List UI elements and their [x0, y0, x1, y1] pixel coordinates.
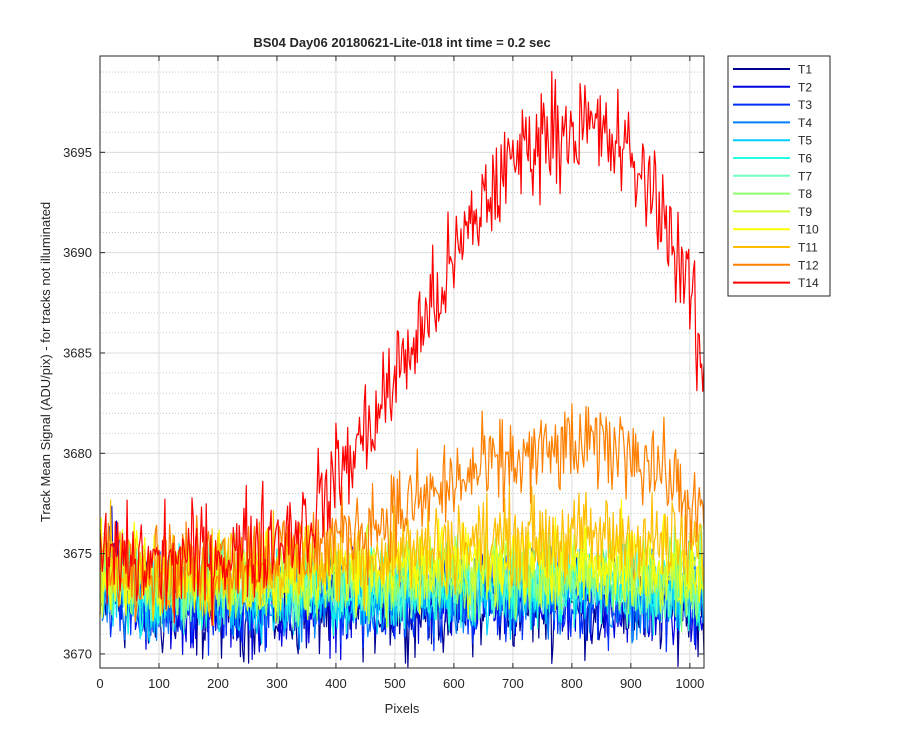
plot-frame [99, 55, 705, 669]
chart-title: BS04 Day06 20180621-Lite-018 int time = … [253, 35, 550, 50]
y-axis-label: Track Mean Signal (ADU/pix) - for tracks… [38, 202, 53, 522]
legend-label: T12 [798, 258, 819, 272]
legend-label: T10 [798, 223, 819, 237]
legend-label: T7 [798, 169, 812, 183]
legend-label: T2 [798, 80, 812, 94]
x-tick-label: 900 [620, 676, 642, 691]
x-tick-label: 100 [148, 676, 170, 691]
series-line-t12 [99, 403, 705, 623]
y-tick-label: 3685 [63, 345, 92, 360]
x-tick-label: 600 [443, 676, 465, 691]
legend-label: T6 [798, 152, 812, 166]
x-tick-label: 700 [502, 676, 524, 691]
legend-label: T1 [798, 63, 812, 77]
x-tick-label: 400 [325, 676, 347, 691]
legend-label: T3 [798, 98, 812, 112]
legend-label: T11 [798, 241, 818, 255]
y-tick-label: 3670 [63, 646, 92, 661]
series-lines [99, 71, 705, 668]
x-tick-label: 300 [266, 676, 288, 691]
x-tick-label: 1000 [675, 676, 704, 691]
y-tick-label: 3695 [63, 145, 92, 160]
y-tick-label: 3690 [63, 245, 92, 260]
legend: T1 T2 T3 T4 T5 T6 T7 T8 T9 T10 T11 T12 T14 [727, 55, 831, 297]
x-tick-label: 500 [384, 676, 406, 691]
legend-label: T4 [798, 116, 812, 130]
series-line-t11 [99, 485, 705, 626]
legend-label: T5 [798, 134, 812, 148]
legend-label: T14 [798, 276, 819, 290]
y-tick-label: 3680 [63, 446, 92, 461]
y-tick-label: 3675 [63, 546, 92, 561]
x-axis-label: Pixels [385, 701, 420, 716]
legend-label: T9 [798, 205, 812, 219]
series-line-t14 [99, 71, 705, 626]
x-tick-label: 0 [96, 676, 103, 691]
x-tick-label: 800 [561, 676, 583, 691]
legend-label: T8 [798, 187, 812, 201]
axis-ticks: 0 100 200 300 400 500 600 700 800 900 1000 3670 3675… [63, 56, 704, 691]
x-tick-label: 200 [207, 676, 229, 691]
